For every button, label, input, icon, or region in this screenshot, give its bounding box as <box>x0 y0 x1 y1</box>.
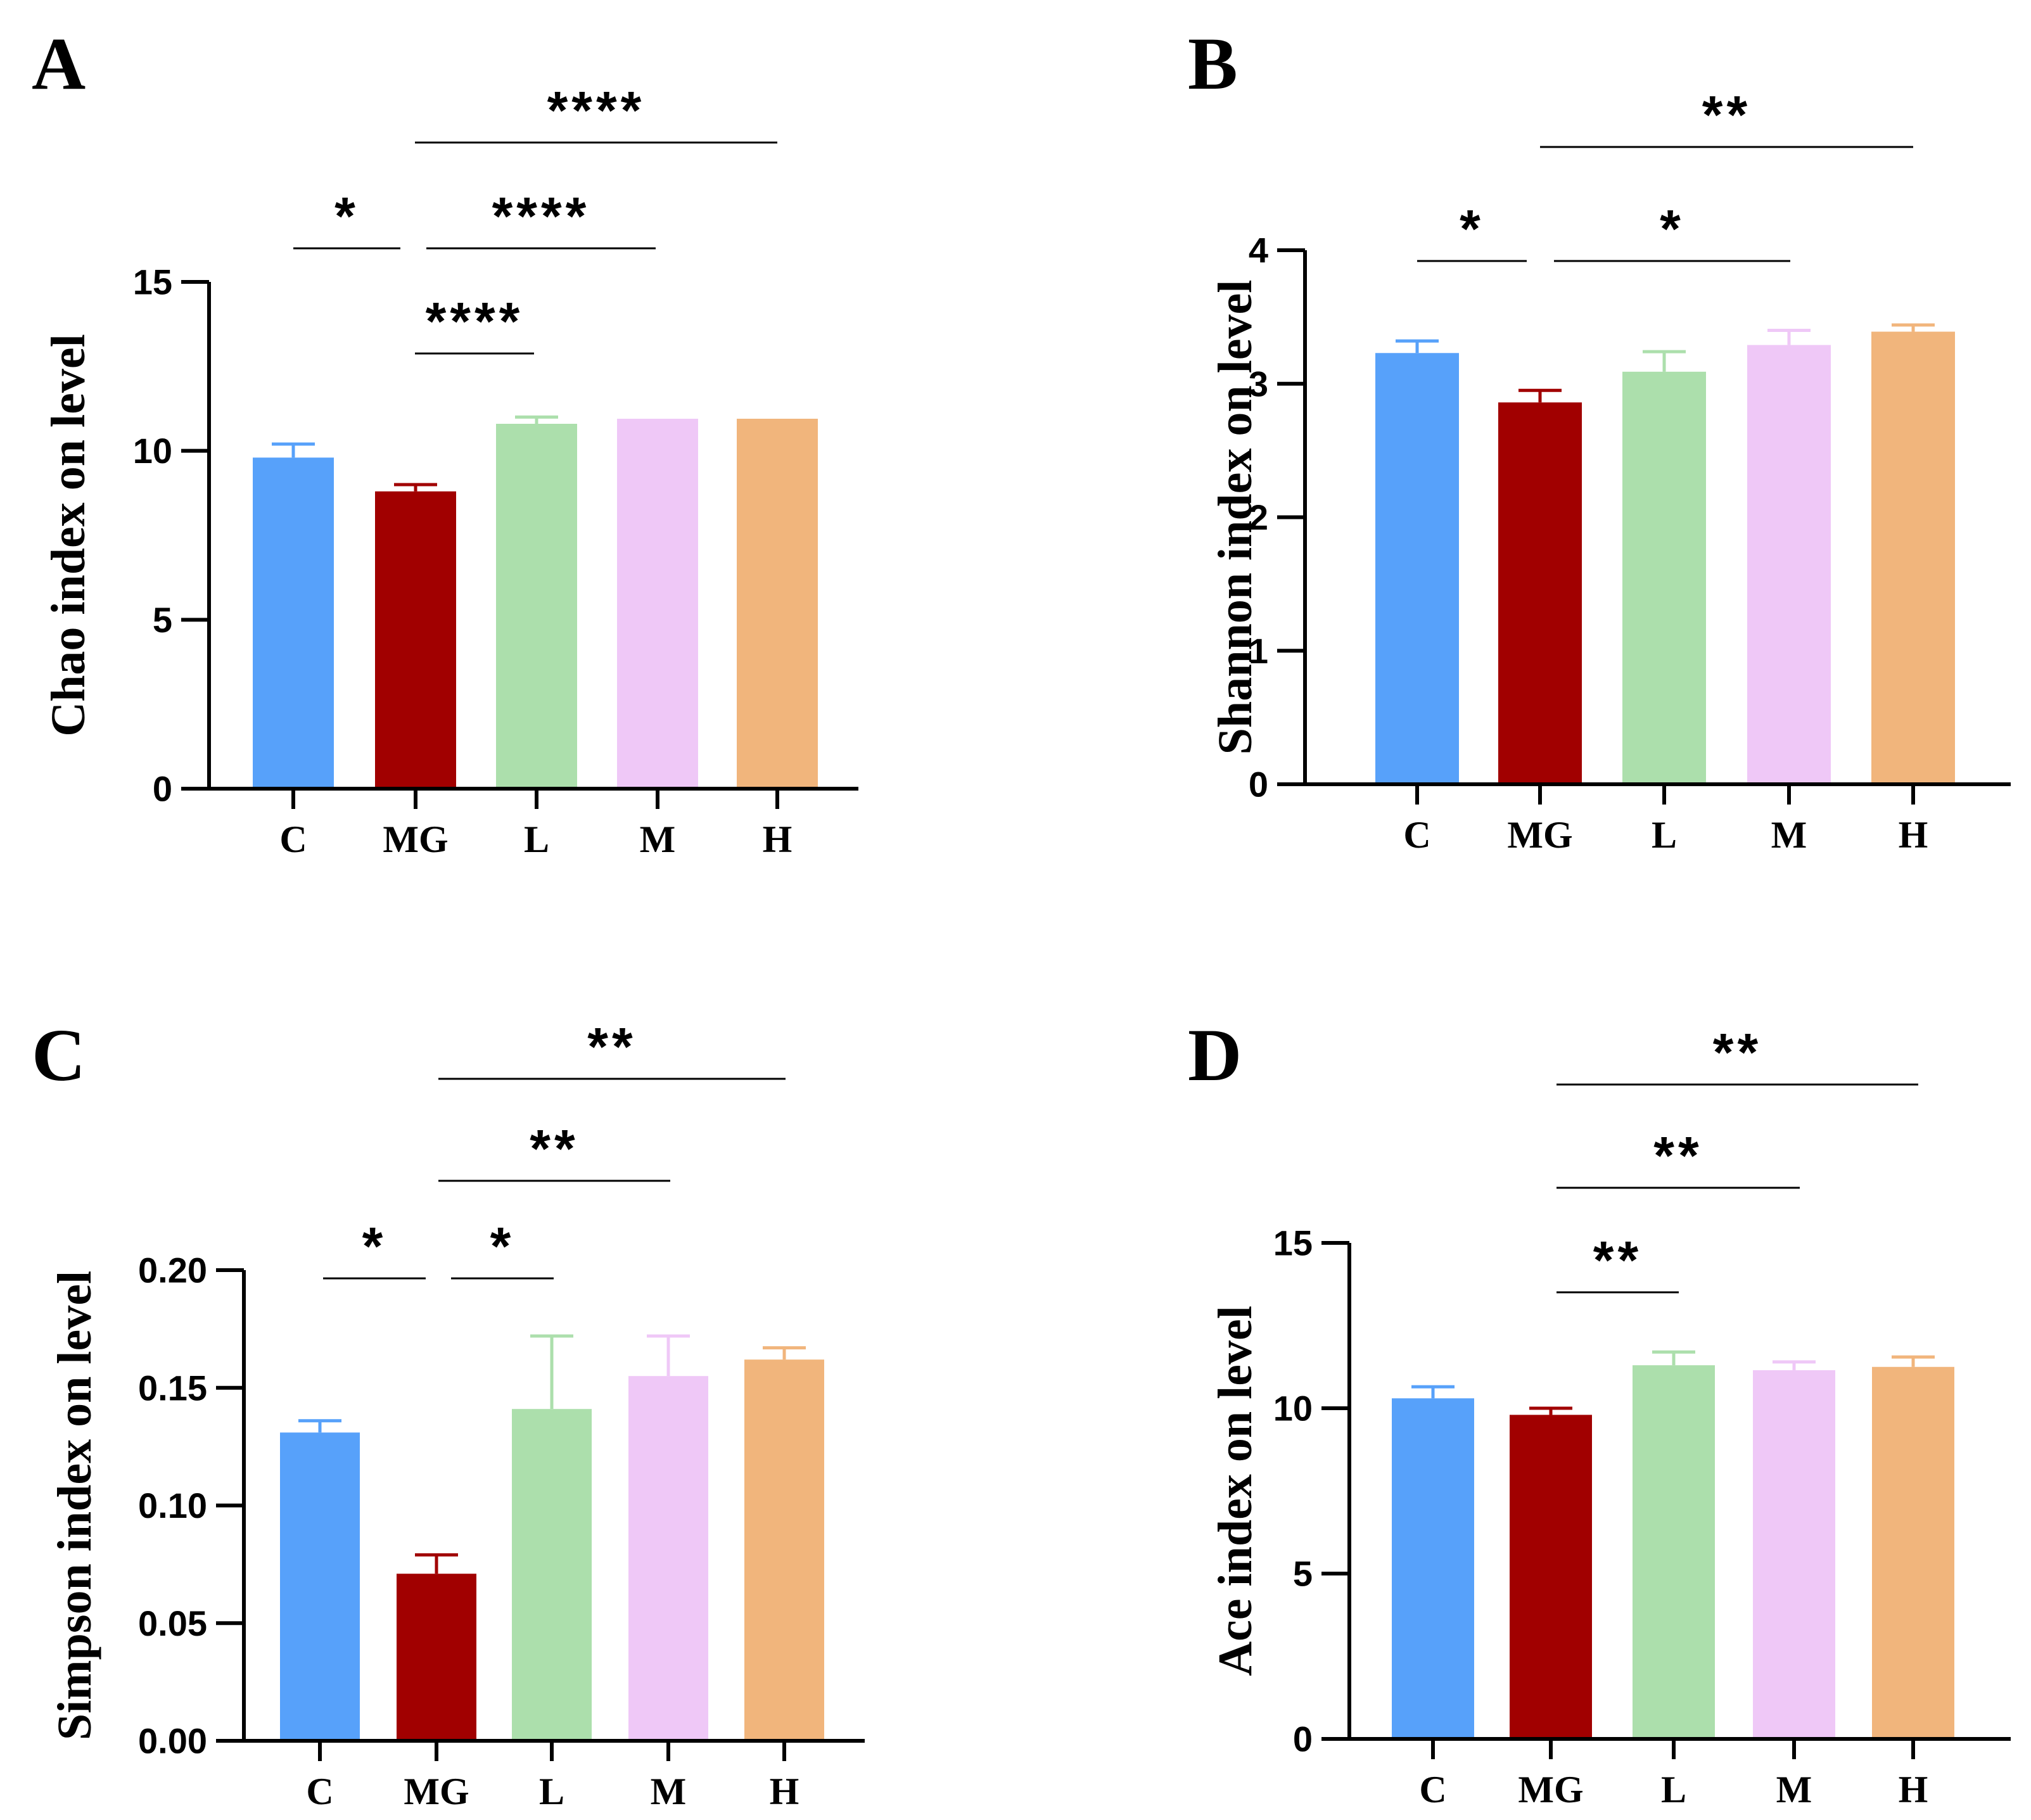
x-tick-label: C <box>1403 814 1430 856</box>
bar-h <box>744 1359 824 1741</box>
y-tick-label: 0.00 <box>138 1721 207 1761</box>
significance-stars: * <box>490 1216 515 1276</box>
significance-stars: * <box>1660 199 1684 258</box>
significance-stars: ** <box>1713 1022 1762 1082</box>
bar-c <box>1375 353 1459 784</box>
bar-c <box>1392 1398 1474 1739</box>
bar-c <box>280 1432 360 1741</box>
y-tick-label: 1 <box>1249 631 1268 671</box>
bar-l <box>512 1409 592 1741</box>
significance-stars: **** <box>492 186 590 246</box>
x-tick-label: M <box>651 1771 687 1812</box>
significance-stars: ** <box>1653 1126 1702 1185</box>
significance-stars: * <box>1460 199 1484 258</box>
x-tick-label: M <box>1776 1769 1812 1810</box>
x-tick-label: L <box>539 1771 564 1812</box>
y-tick-label: 0.10 <box>138 1486 207 1525</box>
x-tick-label: M <box>640 818 676 860</box>
bar-m <box>628 1376 708 1741</box>
significance-stars: ** <box>1702 85 1751 144</box>
x-tick-label: C <box>1419 1769 1446 1810</box>
panel-letter: B <box>1188 22 1238 105</box>
x-tick-label: H <box>763 818 793 860</box>
significance-stars: **** <box>547 80 646 140</box>
bar-mg <box>397 1574 476 1741</box>
y-tick-label: 10 <box>1273 1389 1313 1429</box>
bar-h <box>1872 1366 1954 1739</box>
bar-l <box>496 424 577 789</box>
y-axis-label: Chao index on level <box>42 334 95 737</box>
y-axis-label: Simpson index on level <box>48 1271 101 1740</box>
y-axis-label: Ace index on level <box>1209 1306 1262 1676</box>
x-tick-label: M <box>1771 814 1807 856</box>
y-tick-label: 0.20 <box>138 1250 207 1290</box>
panel-letter: D <box>1188 1014 1242 1097</box>
y-tick-label: 10 <box>133 431 172 471</box>
panel-c: C Simpson index on level 0.00 0.05 0.10 0.15 0… <box>32 1014 865 1812</box>
x-tick-label: L <box>1661 1769 1686 1810</box>
bar-l <box>1633 1365 1715 1739</box>
bar-m <box>1747 345 1831 784</box>
significance-stars: ** <box>530 1119 578 1178</box>
x-tick-label: MG <box>383 818 448 860</box>
y-tick-label: 0 <box>1293 1719 1313 1759</box>
x-tick-label: L <box>1652 814 1677 856</box>
y-tick-label: 5 <box>153 600 172 640</box>
x-tick-label: MG <box>1518 1769 1583 1810</box>
bar-c <box>253 457 334 789</box>
y-tick-label: 5 <box>1293 1554 1313 1594</box>
y-tick-label: 3 <box>1249 364 1268 404</box>
bar-l <box>1622 371 1706 784</box>
bar-mg <box>1498 402 1582 784</box>
bar-mg <box>1510 1415 1592 1739</box>
y-tick-label: 0.15 <box>138 1368 207 1408</box>
y-tick-label: 0.05 <box>138 1603 207 1643</box>
x-tick-label: L <box>524 818 549 860</box>
x-tick-label: H <box>770 1771 799 1812</box>
bar-m <box>1753 1370 1835 1739</box>
y-tick-label: 15 <box>1273 1223 1313 1263</box>
x-tick-label: C <box>279 818 307 860</box>
y-tick-label: 15 <box>133 262 172 302</box>
bar-h <box>737 419 818 789</box>
bar-h <box>1871 331 1955 784</box>
bar-mg <box>375 491 456 789</box>
bar-m <box>617 419 698 789</box>
significance-stars: * <box>362 1216 387 1276</box>
significance-stars: ** <box>587 1017 636 1076</box>
y-axis-label: Shannon index on level <box>1209 280 1262 755</box>
x-tick-label: MG <box>404 1771 469 1812</box>
x-tick-label: H <box>1899 814 1928 856</box>
significance-stars: ** <box>1593 1230 1642 1290</box>
panel-letter: C <box>32 1014 86 1097</box>
x-tick-label: C <box>306 1771 333 1812</box>
x-tick-label: MG <box>1507 814 1572 856</box>
y-tick-label: 4 <box>1249 231 1268 270</box>
significance-stars: **** <box>426 291 524 351</box>
y-tick-label: 0 <box>153 769 172 809</box>
significance-stars: * <box>334 186 359 246</box>
x-tick-label: H <box>1899 1769 1928 1810</box>
y-tick-label: 0 <box>1249 765 1268 805</box>
y-tick-label: 2 <box>1249 497 1268 537</box>
panel-letter: A <box>32 22 86 105</box>
